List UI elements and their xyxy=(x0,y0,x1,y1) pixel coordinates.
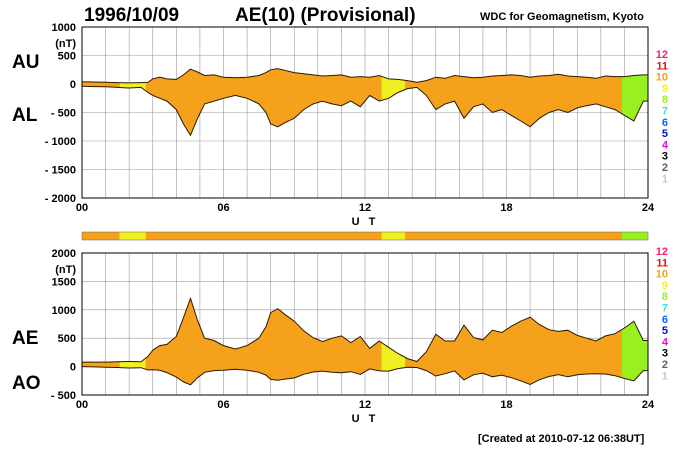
station-scale-level: 10 xyxy=(656,269,668,281)
y-tick-label: 0 xyxy=(70,79,76,91)
activity-fill-highlight xyxy=(622,321,648,381)
station-scale-level: 1 xyxy=(662,370,668,382)
activity-bar-segment xyxy=(622,232,648,240)
station-scale-level: 11 xyxy=(656,257,668,269)
created-timestamp: [Created at 2010-07-12 06:38UT] xyxy=(478,433,645,445)
y-axis-unit: (nT) xyxy=(55,38,76,50)
y-tick-label: - 1000 xyxy=(45,136,76,148)
plot-frame xyxy=(81,252,649,396)
x-tick-label: 12 xyxy=(359,399,371,411)
y-tick-label: 0 xyxy=(70,362,76,374)
au-label: AU xyxy=(12,52,40,73)
al-label: AL xyxy=(12,105,38,126)
x-tick-label: 24 xyxy=(642,202,655,214)
station-scale-level: 9 xyxy=(662,280,668,292)
y-tick-label: 2000 xyxy=(52,248,76,260)
station-scale-level: 9 xyxy=(662,83,668,95)
station-scale-level: 8 xyxy=(662,94,668,106)
y-tick-label: 500 xyxy=(58,333,76,345)
station-scale-level: 6 xyxy=(662,117,668,129)
activity-fill-highlight xyxy=(119,358,146,370)
station-scale-level: 4 xyxy=(662,336,669,348)
activity-bar-segment xyxy=(405,232,623,240)
x-axis-label: U T xyxy=(352,216,379,228)
x-tick-label: 24 xyxy=(642,399,655,411)
station-scale-level: 5 xyxy=(662,325,668,337)
activity-fill-highlight xyxy=(119,82,146,91)
station-scale-level: 3 xyxy=(662,151,668,163)
x-axis-label: U T xyxy=(352,413,379,425)
activity-bar-segment xyxy=(82,232,120,240)
activity-bar-segment xyxy=(145,232,382,240)
y-tick-label: 1500 xyxy=(52,276,76,288)
y-tick-label: 1000 xyxy=(52,22,76,34)
ae-label: AE xyxy=(12,328,39,349)
station-scale-level: 5 xyxy=(662,128,668,140)
series-line-ao xyxy=(81,366,648,386)
station-scale-level: 8 xyxy=(662,291,668,303)
station-scale-level: 11 xyxy=(656,60,668,72)
source-label: WDC for Geomagnetism, Kyoto xyxy=(480,11,644,23)
x-tick-label: 06 xyxy=(217,202,229,214)
series-line-ae xyxy=(82,296,648,363)
activity-fill xyxy=(82,68,648,136)
station-scale-level: 1 xyxy=(662,173,668,185)
activity-fill-highlight xyxy=(381,342,406,372)
y-tick-label: - 500 xyxy=(51,108,76,120)
y-tick-label: 500 xyxy=(58,51,76,63)
station-scale-level: 4 xyxy=(662,139,669,151)
station-scale-level: 10 xyxy=(656,72,668,84)
y-axis-unit: (nT) xyxy=(55,264,76,276)
station-scale-level: 7 xyxy=(662,303,668,315)
station-scale-level: 2 xyxy=(662,359,668,371)
station-scale-level: 2 xyxy=(662,162,668,174)
series-line-al xyxy=(81,85,648,137)
activity-bar-frame xyxy=(81,231,649,241)
x-tick-label: 18 xyxy=(500,399,512,411)
x-tick-label: 06 xyxy=(217,399,229,411)
x-tick-label: 12 xyxy=(359,202,371,214)
activity-bar-segment xyxy=(381,232,406,240)
y-tick-label: - 2000 xyxy=(45,193,76,205)
chart-title: AE(10) (Provisional) xyxy=(235,5,416,26)
station-scale-level: 12 xyxy=(656,49,668,61)
station-scale-level: 6 xyxy=(662,314,668,326)
y-tick-label: - 1500 xyxy=(45,165,76,177)
plot-frame xyxy=(81,26,649,199)
ao-label: AO xyxy=(12,373,41,394)
station-scale-level: 7 xyxy=(662,106,668,118)
x-tick-label: 18 xyxy=(500,202,512,214)
activity-bar-segment xyxy=(119,232,146,240)
series-line-au xyxy=(81,68,648,84)
station-scale-level: 3 xyxy=(662,348,668,360)
activity-fill xyxy=(82,298,648,385)
activity-fill-highlight xyxy=(381,76,406,101)
activity-fill-highlight xyxy=(622,74,648,121)
station-scale-level: 12 xyxy=(656,246,668,258)
date-label: 1996/10/09 xyxy=(84,5,180,26)
y-tick-label: - 500 xyxy=(51,390,76,402)
x-tick-label: 00 xyxy=(76,399,88,411)
x-tick-label: 00 xyxy=(76,202,88,214)
y-tick-label: 1000 xyxy=(52,305,76,317)
